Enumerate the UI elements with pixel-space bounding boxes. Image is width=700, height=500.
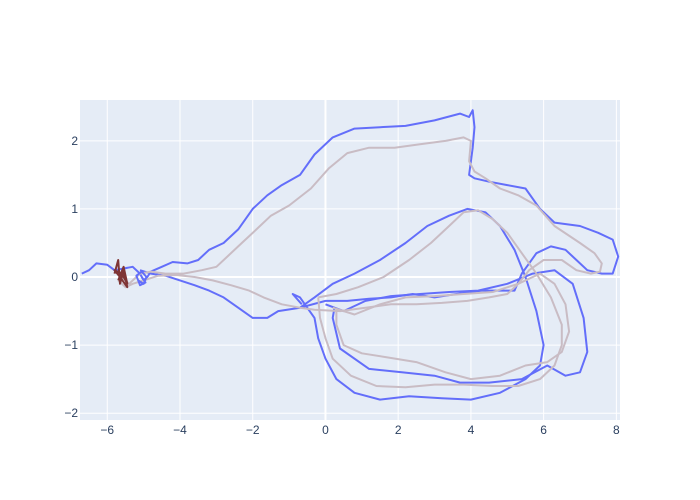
x-tick-label: 0	[322, 423, 329, 437]
y-axis-ticks: −2 −1 0 1 2	[64, 134, 78, 420]
x-tick-label: 8	[613, 423, 620, 437]
y-tick-label: 0	[71, 270, 78, 284]
x-tick-label: −4	[173, 423, 187, 437]
plot-area	[80, 100, 620, 420]
y-tick-label: −2	[64, 406, 78, 420]
series-line-3	[113, 136, 603, 313]
series-line-5	[332, 272, 571, 381]
series-line-4	[317, 209, 563, 389]
x-tick-label: 2	[395, 423, 402, 437]
series-line-6	[113, 259, 129, 289]
series-line-0	[81, 109, 620, 319]
series-layer	[81, 109, 620, 401]
y-tick-label: −1	[64, 338, 78, 352]
x-axis-ticks: −6 −4 −2 0 2 4 6 8	[100, 423, 620, 437]
series-line-1	[291, 207, 545, 401]
x-tick-label: 4	[468, 423, 475, 437]
x-tick-label: 6	[540, 423, 547, 437]
series-line-2	[325, 269, 589, 384]
y-tick-label: 2	[71, 134, 78, 148]
y-tick-label: 1	[71, 202, 78, 216]
series-line-7	[135, 270, 148, 287]
x-tick-label: −2	[246, 423, 260, 437]
x-tick-label: −6	[100, 423, 114, 437]
